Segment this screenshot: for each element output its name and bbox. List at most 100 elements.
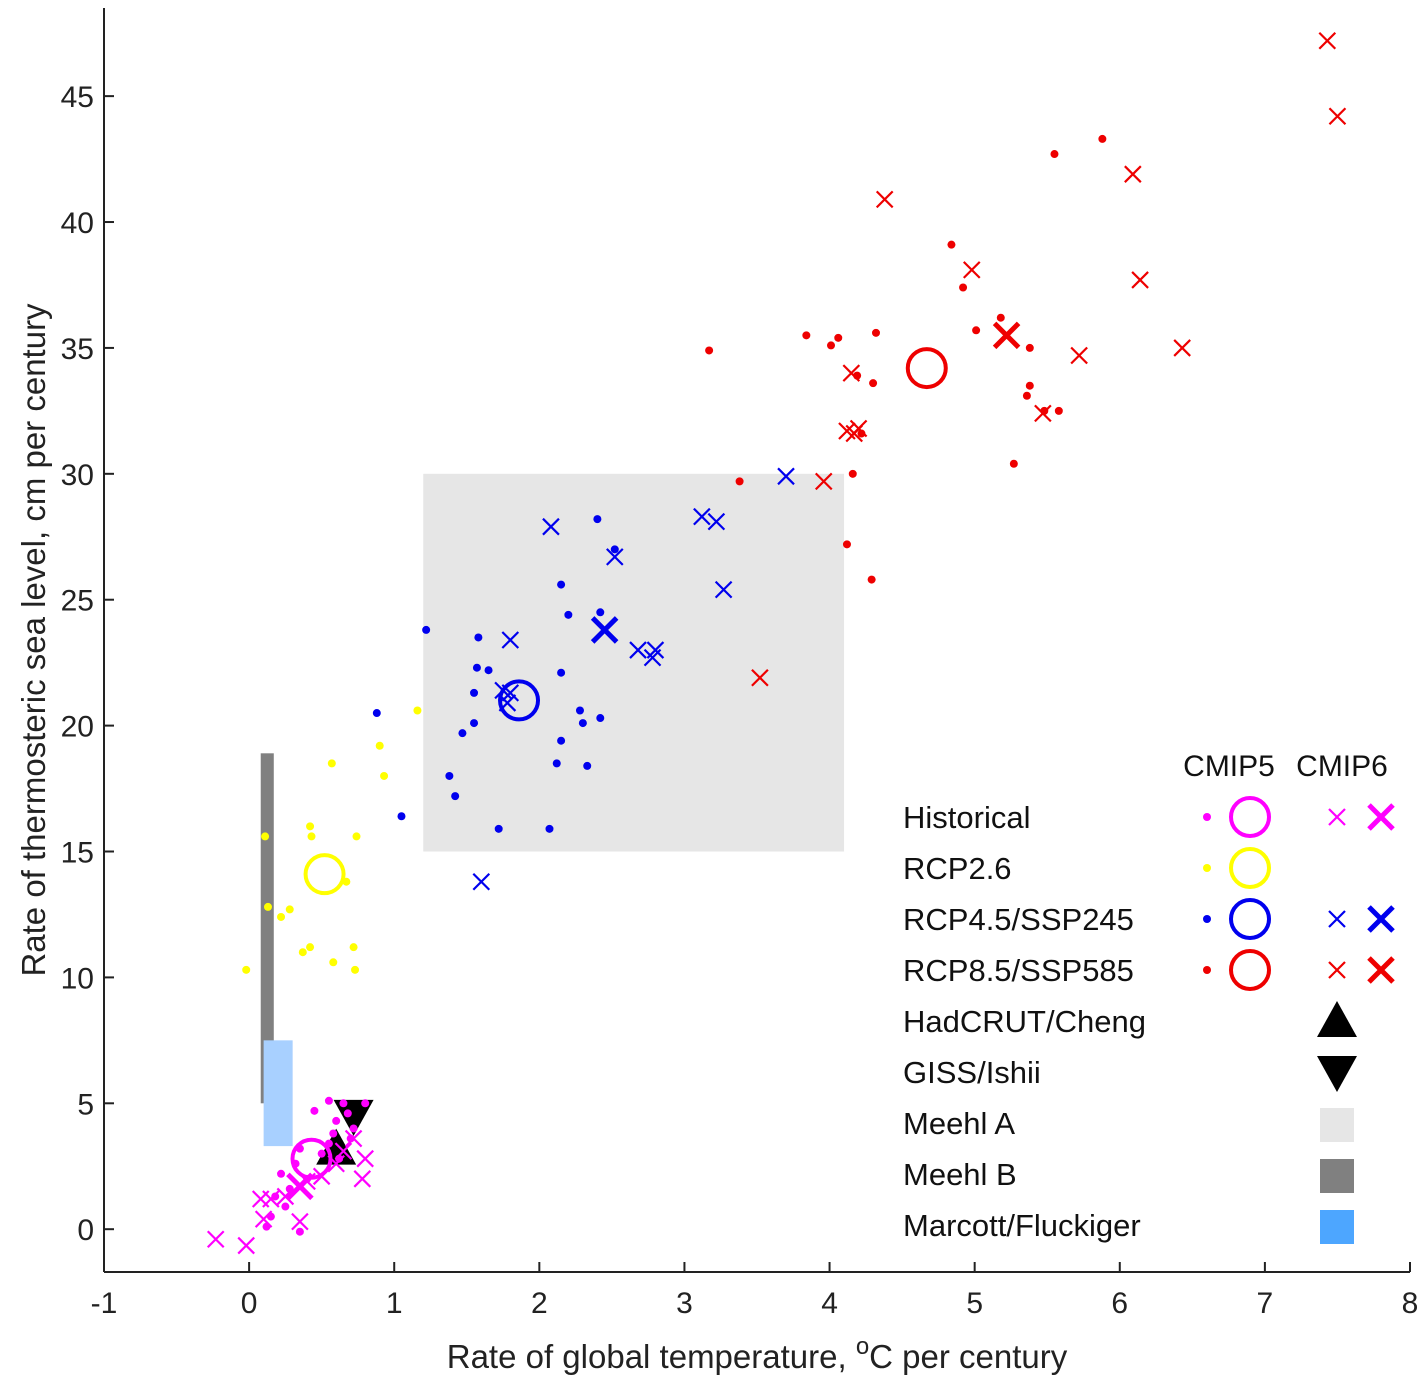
y-tick-label: 20: [61, 711, 94, 744]
point-rcp4-5-ssp245-dot: [458, 729, 467, 738]
legend-circle-icon: [1229, 898, 1271, 940]
point-rcp4-5-ssp245-dot: [610, 545, 619, 554]
legend: CMIP5 CMIP6 Historical RCP2.6 RCP4.5/SSP24…: [903, 750, 1395, 1244]
x-tick-label: 0: [241, 1287, 258, 1320]
legend-row-meehl-b: Meehl B: [903, 1157, 1354, 1193]
point-historical-dot: [339, 1099, 348, 1108]
point-historical-x: [276, 1187, 295, 1206]
series-rcp4-5-ssp245-cmip6-mean-x: [590, 616, 619, 644]
x-tick-label: 5: [966, 1287, 983, 1320]
legend-label: Marcott/Fluckiger: [903, 1208, 1141, 1243]
point-rcp8-5-ssp585-dot: [857, 429, 866, 438]
legend-bold-x-icon: [1367, 905, 1395, 933]
point-rcp4-5-ssp245-x: [472, 872, 491, 891]
point-rcp8-5-ssp585-dot: [1009, 459, 1018, 468]
point-rcp2-6-dot: [327, 759, 336, 768]
legend-bold-x-icon: [1367, 956, 1395, 984]
legend-triangle-down-icon: [1317, 1056, 1357, 1092]
point-rcp8-5-ssp585-dot: [1022, 391, 1031, 400]
legend-bold-x-icon: [1367, 803, 1395, 831]
legend-row-meehl-a: Meehl A: [903, 1106, 1354, 1142]
point-rcp8-5-ssp585-dot: [959, 283, 968, 292]
point-rcp8-5-ssp585-x: [842, 364, 861, 382]
point-rcp4-5-ssp245-dot: [596, 608, 605, 617]
y-tick-label: 25: [61, 585, 94, 618]
point-rcp2-6-dot: [329, 958, 338, 967]
point-rcp4-5-ssp245-dot: [397, 812, 406, 821]
x-tick-label: -1: [91, 1287, 118, 1320]
series-rcp4-5-ssp245-cmip5-mean-circle: [498, 679, 541, 722]
point-rcp8-5-ssp585-x: [1070, 346, 1088, 365]
y-axis-title: Rate of thermosteric sea level, cm per c…: [15, 303, 52, 977]
point-rcp8-5-ssp585-x: [1318, 31, 1337, 50]
point-rcp8-5-ssp585-dot: [996, 313, 1005, 322]
point-rcp4-5-ssp245-x: [714, 580, 733, 599]
point-rcp4-5-ssp245-mean-x: [590, 616, 619, 644]
point-rcp4-5-ssp245-dot: [557, 580, 566, 589]
point-historical-dot: [329, 1129, 338, 1138]
point-rcp4-5-ssp245-dot: [472, 663, 481, 672]
legend-row-rcp4-5-ssp245: RCP4.5/SSP245: [903, 898, 1395, 940]
point-rcp4-5-ssp245-x: [542, 517, 560, 536]
point-rcp4-5-ssp245-x: [777, 467, 795, 486]
y-tick-label: 30: [61, 459, 94, 492]
point-rcp4-5-ssp245-dot: [564, 610, 573, 619]
point-rcp8-5-ssp585-x: [1328, 107, 1347, 126]
point-historical-dot: [349, 1124, 358, 1133]
y-tick-label: 35: [61, 333, 94, 366]
point-historical-dot: [324, 1096, 333, 1105]
point-rcp8-5-ssp585-dot: [1025, 343, 1034, 352]
point-rcp2-6-dot: [413, 706, 422, 715]
legend-dot-icon: [1203, 915, 1211, 923]
legend-square-icon: [1320, 1159, 1354, 1193]
legend-label: Meehl A: [903, 1106, 1015, 1141]
point-historical-x: [206, 1230, 225, 1249]
point-historical-dot: [277, 1169, 286, 1178]
series-hadcrut-cheng-obs-triangle-up: [316, 1128, 357, 1165]
point-rcp4-5-ssp245-dot: [575, 706, 584, 715]
series-rcp8-5-ssp585-cmip5-mean-circle: [905, 347, 948, 390]
series-rcp8-5-ssp585-cmip6-x: [751, 31, 1347, 687]
point-rcp8-5-ssp585-dot: [735, 477, 744, 486]
point-rcp4-5-ssp245-dot: [545, 824, 554, 833]
point-rcp2-6-dot: [242, 965, 251, 974]
legend-label: GISS/Ishii: [903, 1055, 1041, 1090]
point-rcp2-6-dot: [351, 965, 360, 974]
point-historical-x: [291, 1212, 309, 1231]
x-tick-label: 8: [1402, 1287, 1419, 1320]
point-rcp4-5-ssp245-x: [606, 548, 624, 566]
series-rcp2-6-cmip5-dot: [242, 706, 422, 974]
legend-row-rcp8-5-ssp585: RCP8.5/SSP585: [903, 949, 1395, 991]
y-tick-label: 10: [61, 962, 94, 995]
point-historical-dot: [317, 1149, 326, 1158]
point-rcp8-5-ssp585-dot: [834, 333, 843, 342]
point-rcp4-5-ssp245-x: [707, 512, 726, 531]
point-rcp8-5-ssp585-dot: [1098, 134, 1107, 143]
point-historical-dot: [281, 1202, 290, 1211]
point-rcp4-5-ssp245-dot: [593, 515, 602, 524]
point-rcp4-5-ssp245-dot: [484, 666, 493, 675]
legend-circle-icon: [1229, 847, 1271, 889]
point-historical-x: [344, 1129, 363, 1148]
point-rcp2-6-mean-circle: [303, 853, 346, 896]
legend-x-icon: [1328, 910, 1346, 928]
x-tick-label: 1: [386, 1287, 403, 1320]
point-rcp4-5-ssp245-dot: [470, 688, 479, 697]
legend-x-icon: [1328, 808, 1346, 826]
point-rcp4-5-ssp245-dot: [583, 761, 592, 770]
legend-header-cmip6: CMIP6: [1296, 750, 1388, 783]
point-rcp4-5-ssp245-dot: [372, 709, 381, 718]
legend-square-icon: [1320, 1108, 1354, 1142]
point-rcp2-6-dot: [261, 832, 270, 841]
data-points: [206, 31, 1347, 1255]
point-rcp4-5-ssp245-dot: [552, 759, 561, 768]
series-historical-cmip6-x: [206, 1129, 374, 1255]
point-rcp2-6-dot: [380, 771, 389, 780]
point-rcp2-6-dot: [375, 741, 384, 750]
series-rcp8-5-ssp585-cmip6-mean-x: [992, 321, 1021, 350]
legend-label: RCP4.5/SSP245: [903, 902, 1134, 937]
legend-triangle-up-icon: [1317, 1001, 1357, 1037]
point-historical-x: [262, 1190, 280, 1208]
series-rcp2-6-cmip5-mean-circle: [303, 853, 346, 896]
